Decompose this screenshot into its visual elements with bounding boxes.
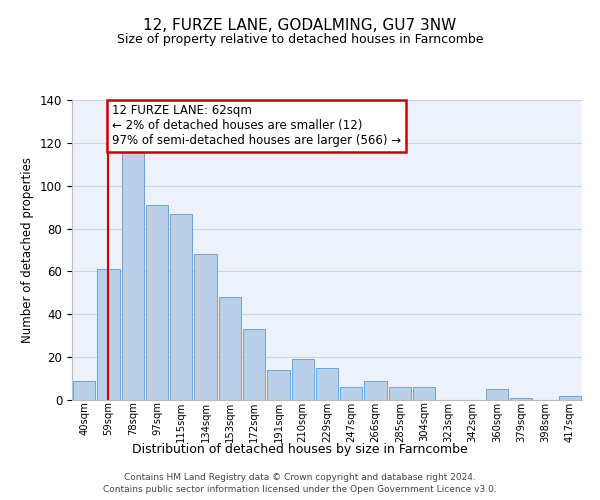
Text: 12, FURZE LANE, GODALMING, GU7 3NW: 12, FURZE LANE, GODALMING, GU7 3NW (143, 18, 457, 32)
Bar (73, 380, 95, 400)
Bar (340, 387, 362, 400)
Bar (243, 330, 265, 400)
Bar (170, 214, 193, 400)
Bar (486, 390, 508, 400)
Y-axis label: Number of detached properties: Number of detached properties (22, 157, 34, 343)
Bar (146, 205, 168, 400)
Bar (267, 370, 290, 400)
Text: Contains public sector information licensed under the Open Government Licence v3: Contains public sector information licen… (103, 485, 497, 494)
Bar (122, 150, 144, 400)
Bar (316, 368, 338, 400)
Text: 12 FURZE LANE: 62sqm
← 2% of detached houses are smaller (12)
97% of semi-detach: 12 FURZE LANE: 62sqm ← 2% of detached ho… (112, 104, 401, 148)
Bar (413, 387, 436, 400)
Bar (218, 297, 241, 400)
Bar (389, 387, 411, 400)
Bar (559, 396, 581, 400)
Text: Size of property relative to detached houses in Farncombe: Size of property relative to detached ho… (117, 32, 483, 46)
Bar (292, 360, 314, 400)
Bar (364, 380, 387, 400)
Bar (510, 398, 532, 400)
Text: Distribution of detached houses by size in Farncombe: Distribution of detached houses by size … (132, 442, 468, 456)
Text: Contains HM Land Registry data © Crown copyright and database right 2024.: Contains HM Land Registry data © Crown c… (124, 472, 476, 482)
Bar (97, 270, 119, 400)
Bar (194, 254, 217, 400)
